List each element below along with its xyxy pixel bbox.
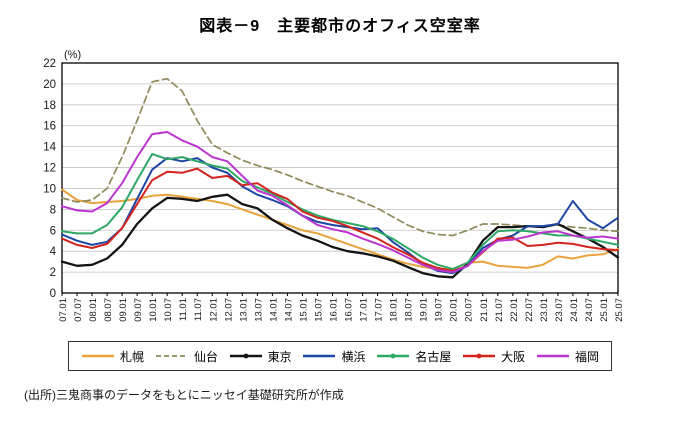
x-axis-tick-label: 25.07 [614, 298, 625, 322]
legend-line-sample-tokyo [229, 353, 262, 359]
legend-label-tokyo: 東京 [267, 349, 292, 364]
legend-line-sample-yokohama [303, 354, 336, 358]
x-axis-tick-label: 09.01 [118, 298, 129, 322]
x-axis-tick-label: 23.01 [539, 298, 550, 322]
series-line-nagoya [61, 153, 619, 270]
x-axis-tick-label: 16.07 [344, 298, 355, 322]
legend-line-sample-sapporo [82, 354, 114, 358]
y-axis-unit-label: (%) [64, 49, 81, 61]
y-axis-tick-label: 18 [43, 100, 56, 112]
source-note: (出所)三鬼商事のデータをもとにニッセイ基礎研究所が作成 [24, 388, 344, 402]
legend-item-sapporo: 札幌 [81, 348, 144, 365]
y-axis-tick-label: 0 [50, 288, 56, 300]
legend-line-sample-fukuoka [536, 354, 569, 358]
x-axis-tick-label: 18.07 [404, 298, 415, 322]
x-axis-tick-label: 11.07 [193, 298, 204, 321]
legend-item-sendai: 仙台 [155, 348, 218, 365]
x-axis-tick-label: 20.01 [449, 298, 460, 322]
x-axis-tick-label: 13.07 [253, 298, 264, 322]
plot-border [61, 62, 619, 294]
y-axis-tick-label: 14 [43, 142, 56, 154]
x-axis-tick-label: 22.07 [524, 298, 535, 322]
legend-label-sapporo: 札幌 [120, 349, 145, 364]
x-axis-tick-label: 15.01 [298, 298, 309, 322]
x-axis-tick-label: 20.07 [464, 298, 475, 322]
series-line-osaka [61, 167, 619, 272]
legend-item-nagoya: 名古屋 [376, 348, 451, 365]
x-axis-tick-label: 18.01 [389, 298, 400, 322]
x-axis-tick-label: 12.01 [208, 298, 219, 322]
x-axis-tick-label: 25.01 [599, 298, 610, 322]
legend-line-sample-sendai [155, 355, 188, 357]
series-line-tokyo [60, 193, 620, 279]
legend-item-yokohama: 横浜 [302, 348, 366, 365]
y-axis-tick-label: 22 [43, 58, 56, 70]
chart-legend: 札幌 仙台 東京 横浜 名古屋 大阪 福岡 [68, 341, 612, 371]
x-axis-tick-label: 21.01 [479, 298, 490, 322]
x-axis-tick-label: 16.01 [328, 298, 339, 322]
x-axis-tick-label: 19.07 [434, 298, 445, 322]
x-axis-tick-label: 17.07 [374, 298, 385, 322]
y-axis-tick-label: 2 [50, 267, 56, 279]
x-axis-tick-label: 07.01 [58, 298, 69, 322]
x-axis-tick-label: 15.07 [313, 298, 324, 322]
series-line-sapporo [61, 188, 619, 270]
series-line-yokohama [61, 157, 619, 275]
y-axis-tick-label: 8 [50, 204, 56, 216]
x-axis-tick-label: 14.07 [283, 298, 294, 322]
y-axis-tick-label: 6 [50, 225, 56, 237]
y-axis-tick-label: 20 [43, 79, 56, 91]
x-axis-tick-label: 19.01 [419, 298, 430, 322]
legend-line-sample-nagoya [377, 353, 410, 359]
x-axis-tick-label: 24.07 [584, 298, 595, 322]
legend-label-sendai: 仙台 [193, 349, 218, 364]
x-axis-tick-label: 08.01 [88, 298, 99, 322]
legend-label-fukuoka: 福岡 [574, 349, 599, 364]
series-line-sendai [61, 77, 619, 237]
x-axis-tick-label: 11.01 [178, 298, 189, 321]
page-title: 図表－9 主要都市のオフィス空室率 [199, 18, 481, 35]
x-axis-tick-label: 09.07 [133, 298, 144, 322]
x-axis-tick-label: 10.01 [148, 298, 159, 322]
x-axis-tick-label: 23.07 [554, 298, 565, 322]
legend-line-sample-osaka [463, 353, 496, 359]
y-axis-tick-label: 4 [50, 246, 57, 258]
x-axis-tick-label: 24.01 [569, 298, 580, 322]
y-axis-tick-label: 10 [43, 183, 56, 195]
legend-item-fukuoka: 福岡 [536, 348, 599, 365]
x-axis-tick-label: 17.01 [359, 298, 370, 322]
x-axis-tick-label: 12.07 [223, 298, 234, 322]
legend-item-osaka: 大阪 [462, 348, 525, 365]
x-axis-tick-label: 08.07 [103, 298, 114, 322]
x-axis-tick-label: 10.07 [163, 298, 174, 322]
legend-label-yokohama: 横浜 [341, 349, 366, 364]
legend-label-osaka: 大阪 [501, 349, 526, 364]
x-axis-tick-label: 13.01 [238, 298, 249, 322]
legend-item-tokyo: 東京 [229, 348, 292, 365]
series-line-fukuoka [61, 131, 619, 274]
x-axis-tick-label: 21.07 [494, 298, 505, 322]
y-axis-tick-label: 16 [43, 121, 56, 133]
x-axis-tick-label: 22.01 [509, 298, 520, 322]
y-axis-tick-label: 12 [43, 163, 56, 175]
x-axis-tick-label: 14.01 [268, 298, 279, 322]
legend-label-nagoya: 名古屋 [415, 349, 452, 364]
x-axis-tick-label: 07.07 [73, 298, 84, 322]
